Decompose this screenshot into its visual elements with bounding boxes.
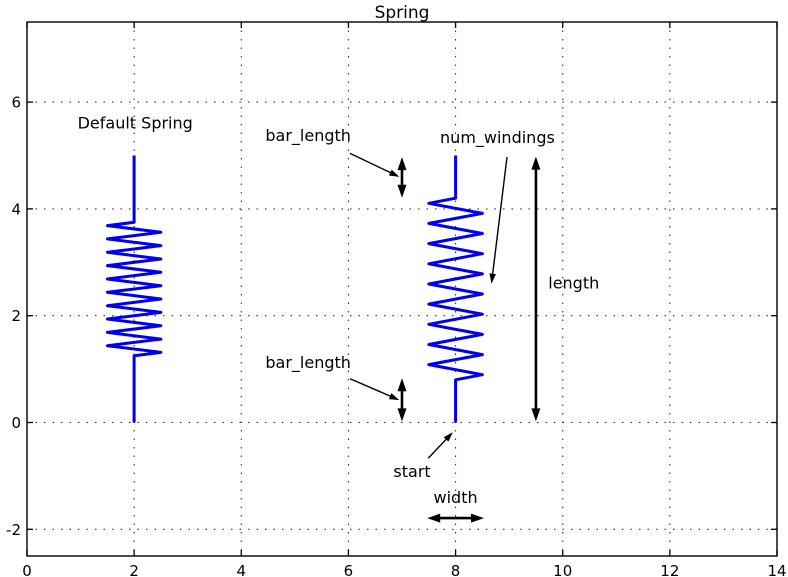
- bar-length-top-pointer-head: [388, 169, 400, 177]
- xtick-label: 14: [767, 562, 786, 577]
- bar-length-bottom-pointer-shaft: [349, 378, 393, 398]
- xtick-label: 0: [22, 562, 32, 577]
- ytick-label: 0: [11, 414, 21, 432]
- num-windings-pointer-head: [489, 273, 496, 284]
- xtick-label: 8: [451, 562, 461, 577]
- bar-length-top-arrow-tail-head: [397, 157, 407, 171]
- bar-length-top-pointer-shaft: [349, 152, 393, 175]
- start-label: start: [393, 462, 430, 481]
- width-label: width: [434, 488, 478, 507]
- start-pointer-head: [443, 432, 453, 442]
- xtick-label: 4: [237, 562, 247, 577]
- default-spring-label: Default Spring: [78, 113, 193, 132]
- ytick-label: 6: [11, 94, 21, 112]
- bar-length-bottom-arrow-head: [397, 408, 407, 422]
- bar-length-bottom-label: bar_length: [265, 353, 351, 373]
- start-pointer-shaft: [427, 437, 448, 459]
- xtick-label: 2: [129, 562, 139, 577]
- ytick-label: 4: [11, 200, 21, 218]
- length-arrow-head: [531, 408, 541, 422]
- length-arrow-tail-head: [531, 156, 541, 170]
- width-arrow-head: [471, 513, 484, 523]
- xtick-label: 12: [660, 562, 679, 577]
- plot-title: Spring: [375, 3, 430, 23]
- default-spring: [105, 155, 163, 423]
- xtick-label: 10: [553, 562, 572, 577]
- annotated-spring: [427, 155, 484, 423]
- bar-length-bottom-pointer-head: [388, 393, 400, 401]
- ytick-label: -2: [6, 521, 21, 539]
- bar-length-top-arrow-head: [397, 184, 407, 198]
- xtick-label: 6: [344, 562, 354, 577]
- width-arrow-tail-head: [427, 513, 441, 523]
- bar-length-bottom-arrow-tail-head: [397, 378, 407, 392]
- length-label: length: [548, 273, 599, 292]
- num-windings-pointer-shaft: [491, 157, 508, 276]
- bar-length-top-label: bar_length: [265, 126, 351, 146]
- axes-frame: [26, 21, 778, 557]
- num-windings-label: num_windings: [440, 128, 555, 148]
- ytick-label: 2: [11, 307, 21, 325]
